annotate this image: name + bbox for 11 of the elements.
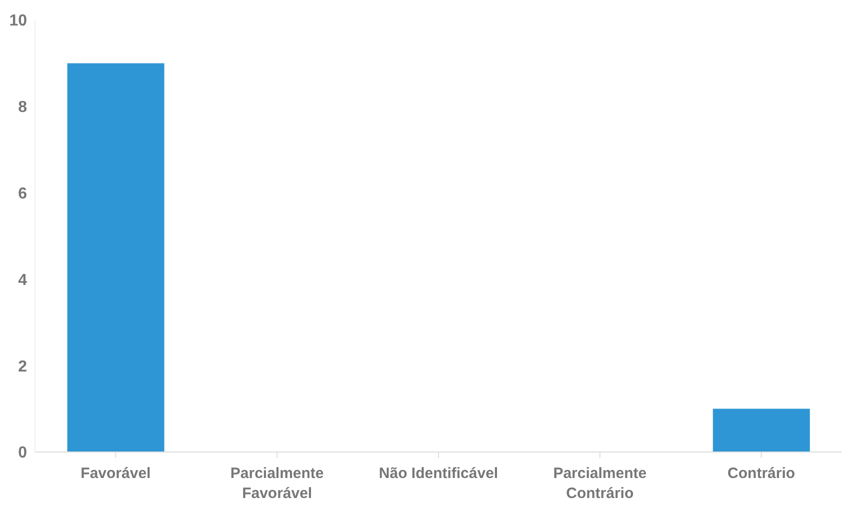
- y-tick-label: 2: [18, 358, 28, 376]
- y-tick-label: 6: [18, 185, 28, 202]
- y-tick-label: 0: [18, 444, 28, 462]
- x-tick-label: Não Identificável: [378, 465, 498, 482]
- x-tick-label: Favorável: [80, 465, 151, 482]
- y-tick-label: 8: [18, 99, 28, 116]
- x-tick-label: Parcialmente Contrário: [553, 465, 647, 502]
- y-tick-label: 4: [18, 272, 28, 289]
- x-tick-label: Parcialmente Favorável: [230, 465, 324, 502]
- x-tick-label: Contrário: [728, 465, 796, 482]
- y-tick-label: 10: [9, 12, 28, 30]
